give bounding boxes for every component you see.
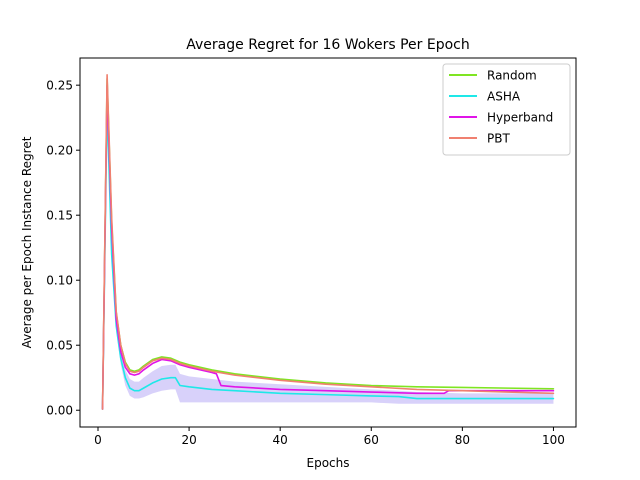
x-tick-label: 0 <box>94 433 102 447</box>
series-line-hyperband <box>101 84 555 410</box>
x-tick-label: 100 <box>542 433 565 447</box>
legend-label-asha: ASHA <box>487 90 521 104</box>
band-asha <box>102 98 554 411</box>
series-line-asha <box>101 103 555 410</box>
y-tick-label: 0.05 <box>46 339 73 353</box>
chart-title: Average Regret for 16 Wokers Per Epoch <box>186 37 469 53</box>
legend-label-hyperband: Hyperband <box>487 111 553 125</box>
y-axis-label: Average per Epoch Instance Regret <box>20 136 34 348</box>
legend: Random ASHA Hyperband PBT <box>442 63 571 156</box>
legend-label-pbt: PBT <box>487 132 510 146</box>
series-line-pbt <box>101 73 555 410</box>
y-axis-ticks: 0.00 0.05 0.10 0.15 0.20 0.25 <box>46 79 80 418</box>
confidence-bands <box>102 98 554 411</box>
x-tick-label: 60 <box>364 433 379 447</box>
x-tick-label: 20 <box>181 433 196 447</box>
y-tick-label: 0.00 <box>46 404 73 418</box>
y-tick-label: 0.10 <box>46 274 73 288</box>
series-lines <box>101 73 555 410</box>
x-tick-label: 80 <box>455 433 470 447</box>
legend-box <box>442 63 571 156</box>
plot-frame <box>79 57 577 428</box>
y-tick-label: 0.20 <box>46 144 73 158</box>
y-tick-label: 0.25 <box>46 79 73 93</box>
x-axis-label: Epochs <box>307 456 350 470</box>
x-axis-ticks: 0 20 40 60 80 100 <box>94 427 565 447</box>
legend-label-random: Random <box>487 69 537 83</box>
y-tick-label: 0.15 <box>46 209 73 223</box>
x-tick-label: 40 <box>273 433 288 447</box>
